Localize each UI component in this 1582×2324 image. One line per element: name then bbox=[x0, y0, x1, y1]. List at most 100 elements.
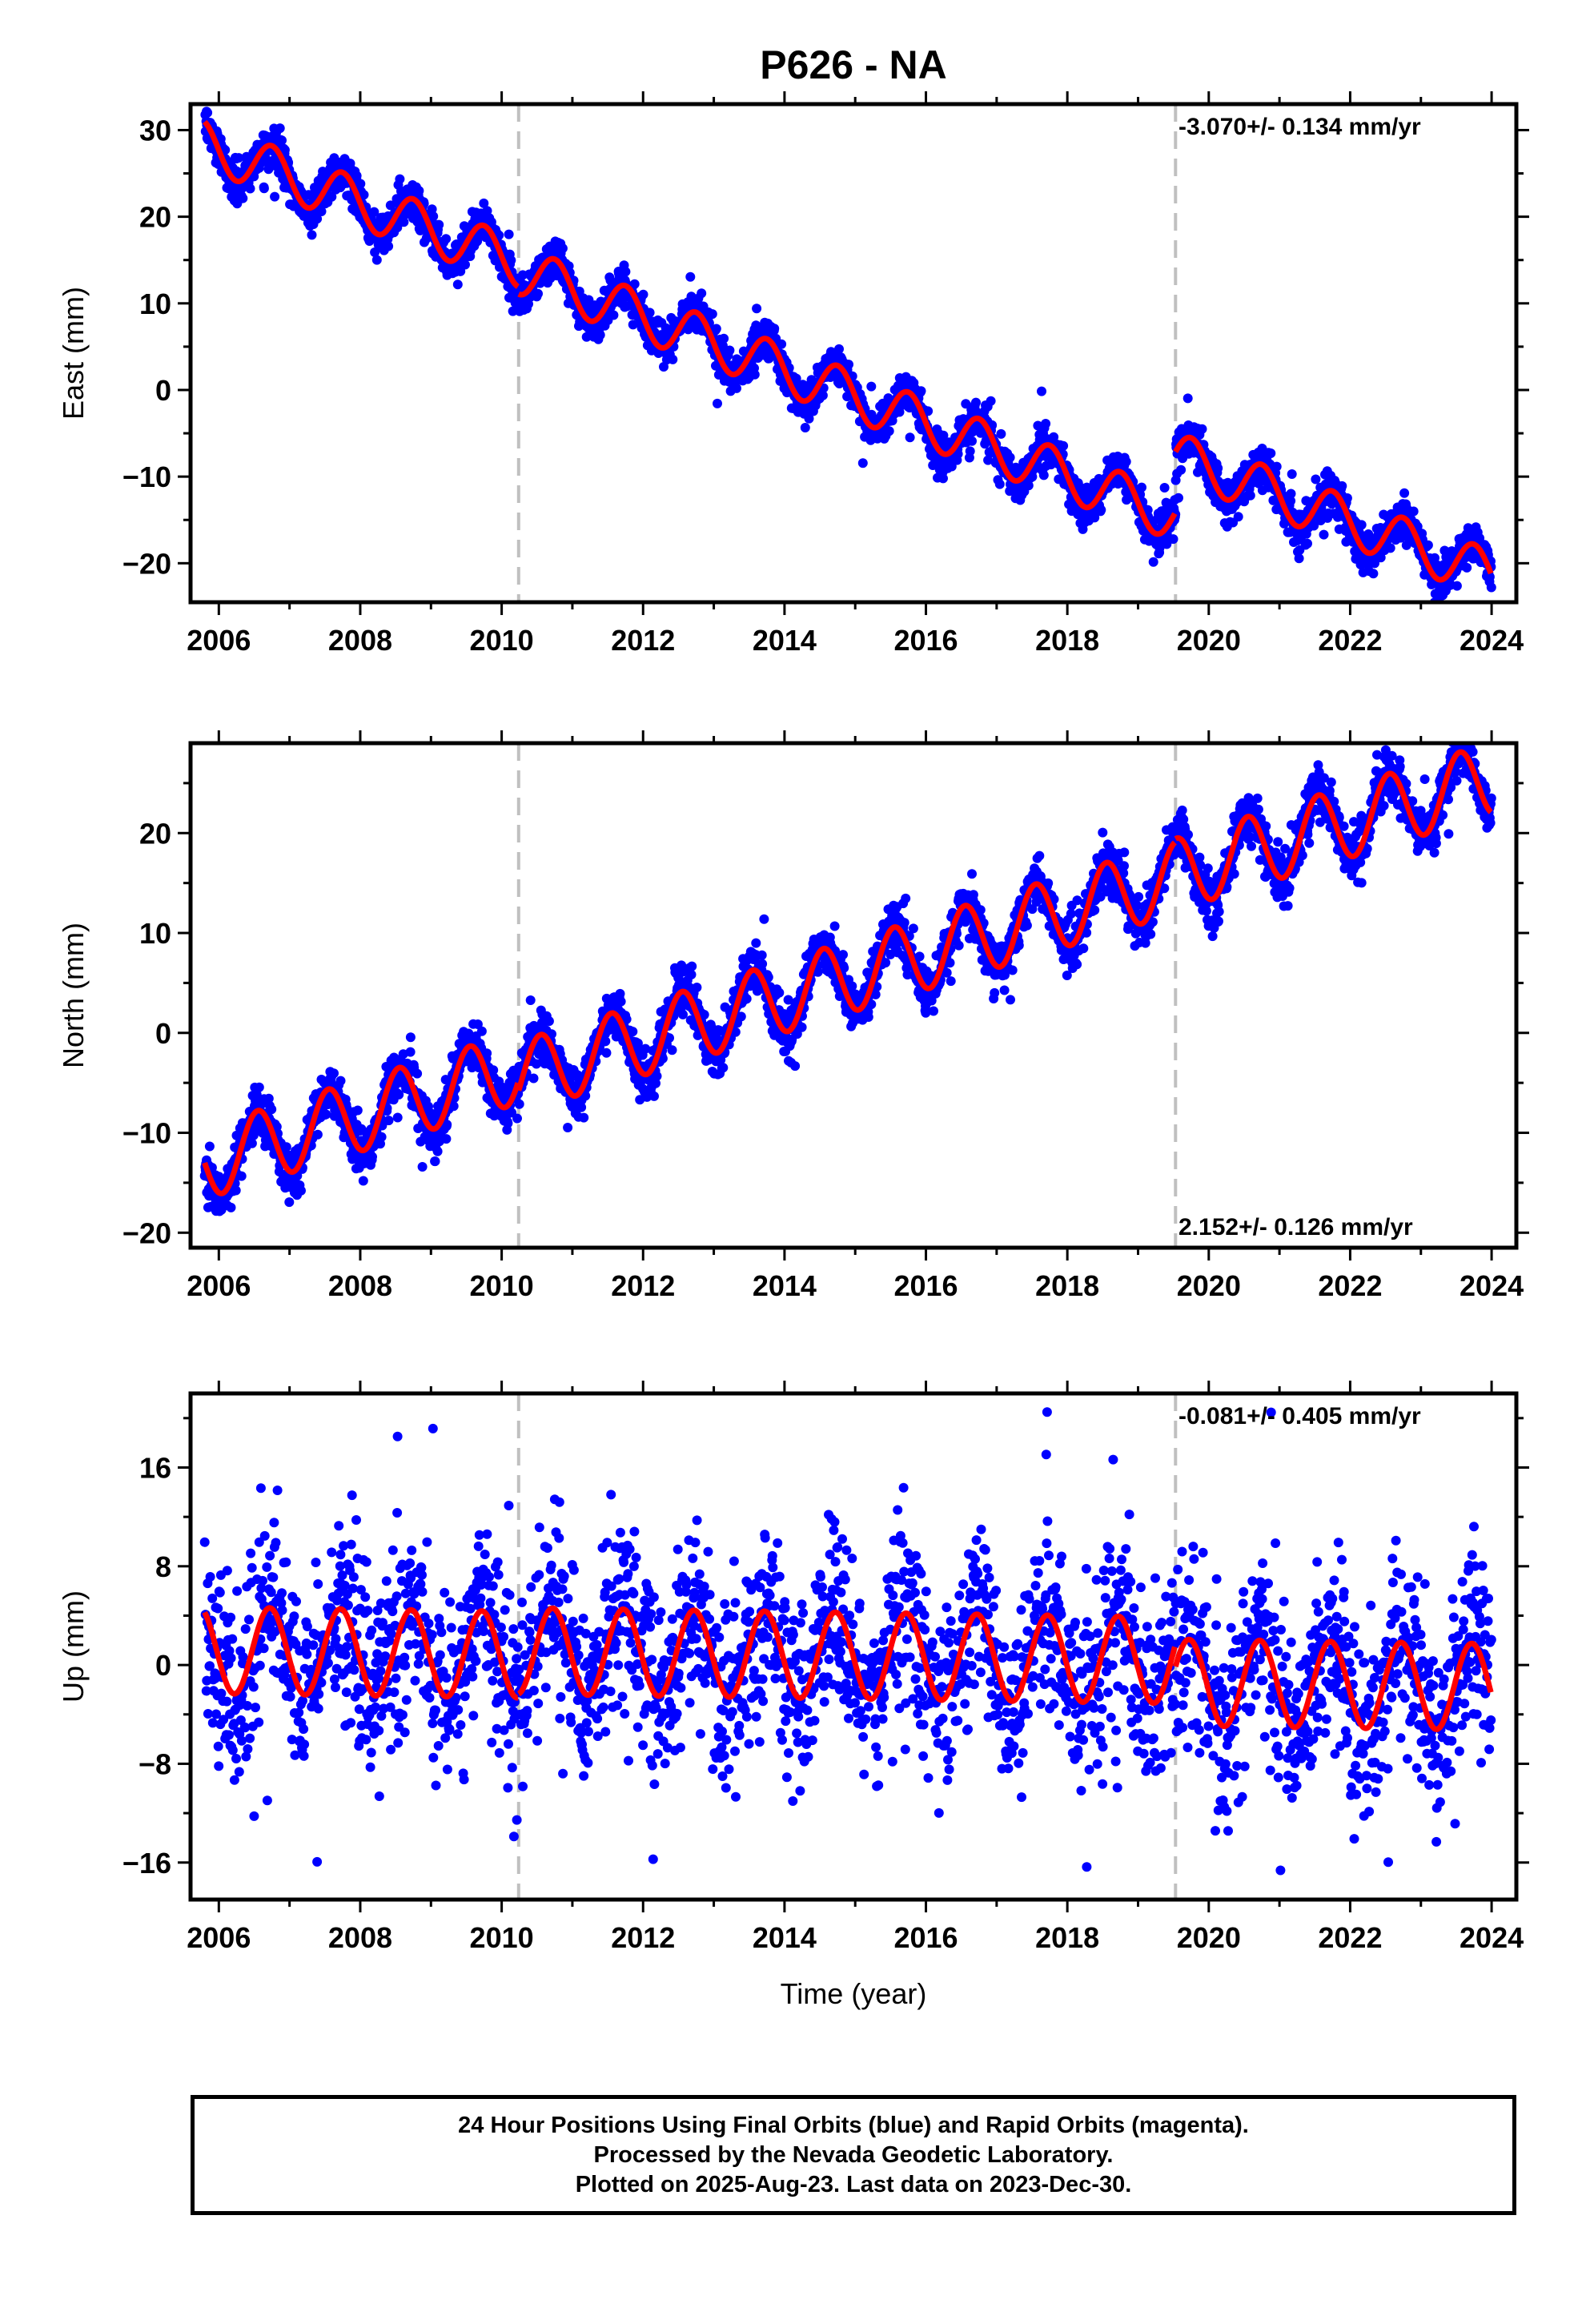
east-point bbox=[752, 304, 762, 314]
east-point bbox=[1058, 440, 1069, 451]
east-point bbox=[1137, 482, 1146, 493]
east-point bbox=[804, 413, 814, 424]
north-point bbox=[441, 1134, 452, 1144]
north-point bbox=[335, 1076, 346, 1086]
north-point bbox=[579, 1112, 589, 1123]
north-point bbox=[376, 1132, 387, 1142]
east-point bbox=[1148, 557, 1158, 567]
east-point bbox=[395, 174, 405, 184]
north-point bbox=[231, 1185, 241, 1196]
east-point bbox=[1159, 483, 1170, 493]
east-point bbox=[866, 381, 877, 392]
east-point bbox=[245, 183, 255, 194]
east-point bbox=[629, 279, 640, 289]
north-point bbox=[563, 1123, 573, 1132]
east-point bbox=[923, 406, 934, 416]
east-point bbox=[427, 204, 437, 215]
north-point bbox=[503, 1118, 513, 1128]
east-point bbox=[971, 397, 981, 408]
east-point bbox=[1271, 461, 1282, 472]
north-point bbox=[628, 1027, 638, 1037]
east-point bbox=[1266, 448, 1276, 458]
east-point bbox=[668, 354, 678, 364]
east-point bbox=[996, 428, 1006, 439]
east-x-tick-label: 2008 bbox=[328, 624, 392, 657]
east-point bbox=[1303, 538, 1312, 549]
east-point bbox=[270, 191, 280, 202]
east-point bbox=[1368, 569, 1379, 579]
east-point bbox=[620, 267, 631, 277]
north-point bbox=[514, 1099, 524, 1109]
north-point bbox=[352, 1105, 363, 1116]
east-point bbox=[1041, 419, 1051, 428]
east-point bbox=[238, 193, 248, 203]
east-point bbox=[359, 190, 369, 200]
east-point bbox=[1287, 469, 1297, 479]
east-point bbox=[1027, 472, 1038, 482]
east-point bbox=[711, 324, 721, 334]
east-point bbox=[1408, 506, 1419, 517]
east-point bbox=[717, 340, 728, 351]
east-point bbox=[383, 241, 394, 251]
east-point bbox=[732, 383, 741, 393]
east-point bbox=[234, 153, 244, 163]
north-point bbox=[482, 1048, 492, 1059]
east-point bbox=[844, 360, 853, 370]
north-point bbox=[296, 1185, 306, 1196]
east-point bbox=[1037, 386, 1046, 396]
east-point bbox=[279, 145, 290, 155]
east-point bbox=[371, 255, 382, 265]
east-point bbox=[986, 396, 996, 406]
east-point bbox=[938, 430, 949, 440]
east-point bbox=[428, 211, 439, 222]
east-point bbox=[370, 247, 380, 257]
east-point bbox=[312, 214, 323, 224]
east-point bbox=[259, 183, 269, 194]
east-point bbox=[504, 229, 514, 239]
east-observations bbox=[200, 107, 1496, 602]
east-point bbox=[1337, 480, 1347, 491]
north-point bbox=[512, 1113, 522, 1124]
north-point bbox=[204, 1141, 215, 1152]
east-point bbox=[965, 446, 975, 456]
east-point bbox=[557, 243, 568, 254]
east-point bbox=[277, 135, 287, 146]
east-point bbox=[351, 171, 362, 181]
east-point bbox=[697, 288, 707, 299]
east-x-tick-label: 2016 bbox=[893, 624, 958, 657]
north-point bbox=[254, 1082, 264, 1092]
east-point bbox=[608, 310, 619, 320]
north-point bbox=[528, 1073, 539, 1084]
east-point bbox=[1385, 543, 1395, 553]
north-point bbox=[405, 1032, 416, 1043]
east-point bbox=[725, 345, 735, 356]
east-point bbox=[1023, 480, 1034, 491]
east-x-tick-label: 2022 bbox=[1318, 624, 1382, 657]
north-point bbox=[281, 1142, 291, 1152]
east-point bbox=[506, 255, 516, 265]
east-point bbox=[479, 198, 489, 208]
east-x-tick-label: 2020 bbox=[1177, 624, 1241, 657]
east-point bbox=[369, 207, 379, 217]
east-point bbox=[994, 479, 1005, 489]
east-point bbox=[1423, 540, 1433, 550]
east-point bbox=[1319, 529, 1329, 540]
north-point bbox=[544, 1016, 554, 1027]
east-point bbox=[817, 390, 828, 400]
east-point bbox=[953, 448, 963, 459]
east-point bbox=[1168, 534, 1178, 545]
east-point bbox=[327, 191, 337, 202]
east-point bbox=[1182, 393, 1193, 404]
north-point bbox=[358, 1176, 368, 1186]
east-point bbox=[1399, 488, 1410, 498]
east-point bbox=[1286, 489, 1296, 499]
east-y-tick-label: −10 bbox=[122, 460, 171, 493]
east-x-tick-label: 2014 bbox=[753, 624, 817, 657]
east-point bbox=[749, 369, 760, 380]
east-point bbox=[1462, 562, 1472, 573]
east-x-tick-label: 2012 bbox=[611, 624, 675, 657]
north-point bbox=[601, 1047, 612, 1058]
north-point bbox=[616, 996, 626, 1007]
north-point bbox=[284, 1197, 295, 1208]
east-point bbox=[316, 207, 327, 216]
